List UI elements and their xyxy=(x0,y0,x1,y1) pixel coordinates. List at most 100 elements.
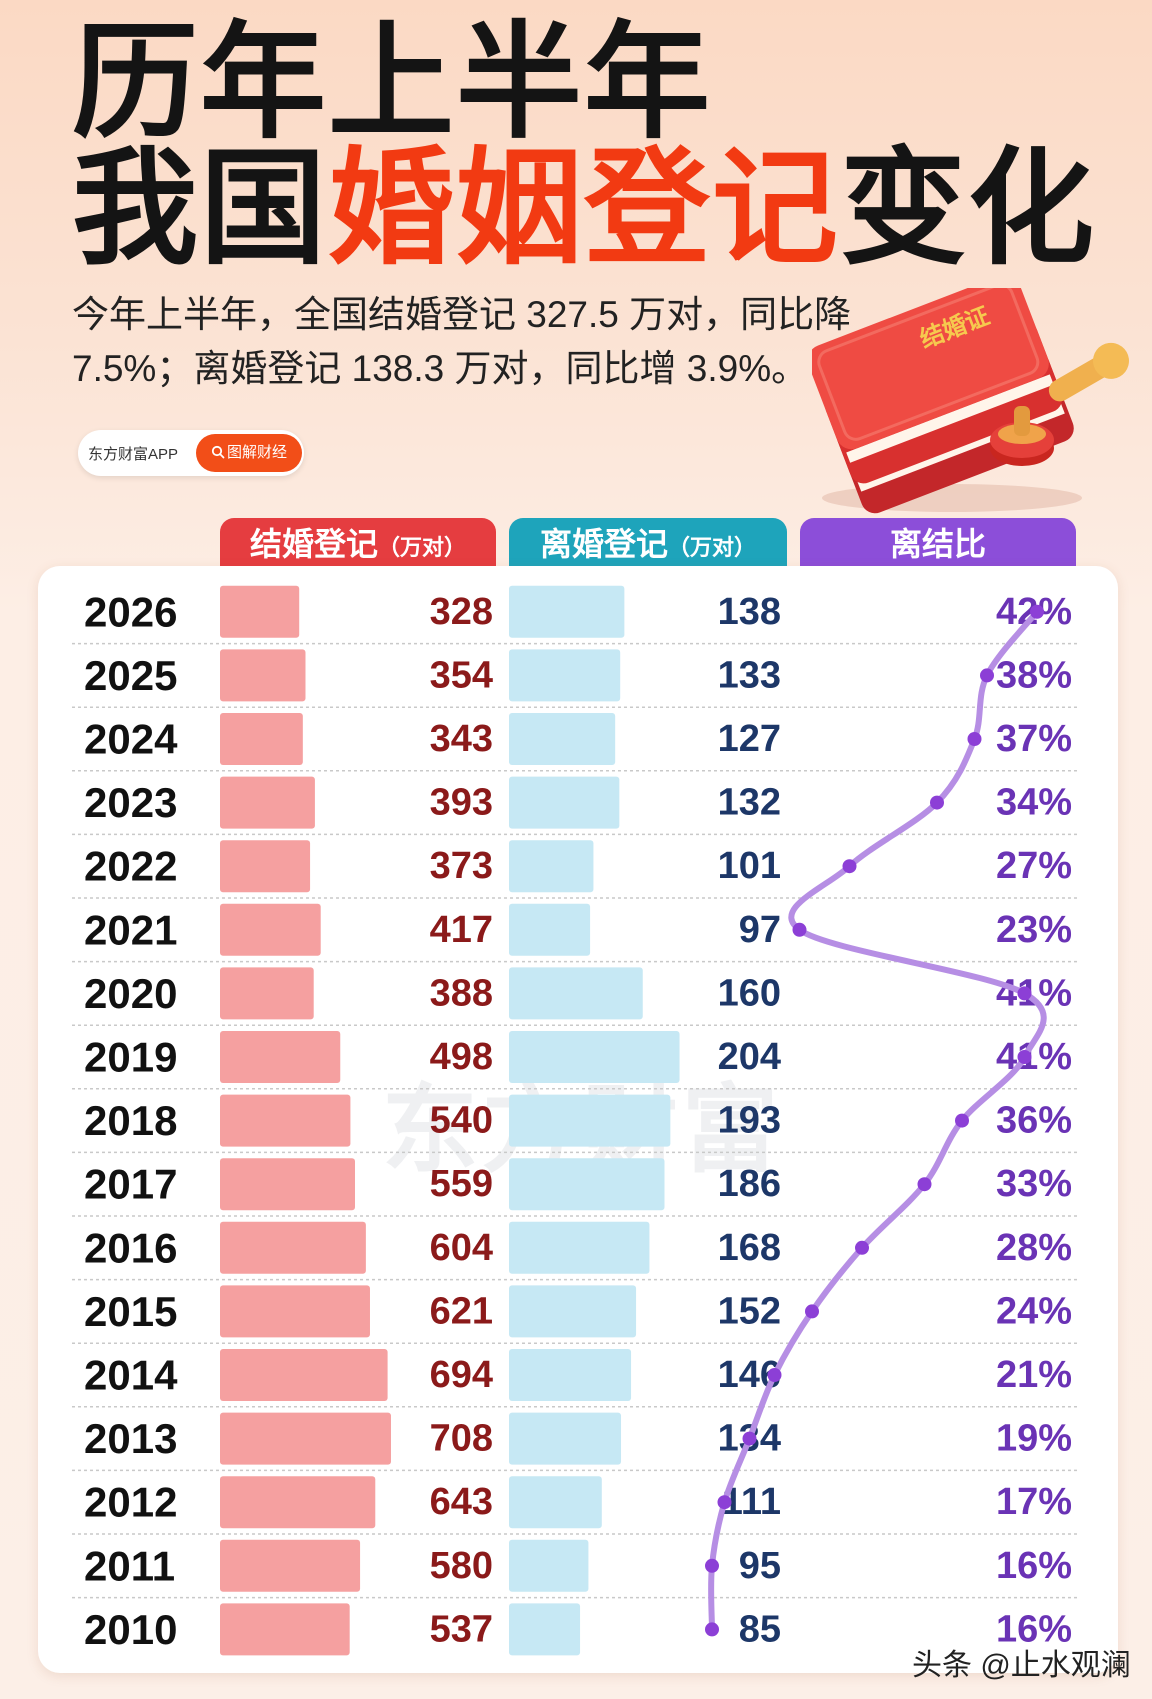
ratio-point xyxy=(705,1558,719,1573)
year-label: 2016 xyxy=(84,1224,177,1271)
divorce-value: 132 xyxy=(718,782,781,824)
year-label: 2024 xyxy=(84,716,178,763)
header-marriage-unit: （万对） xyxy=(378,535,467,560)
divorce-bar xyxy=(509,1031,680,1083)
ratio-point xyxy=(1017,986,1032,1001)
divorce-value: 97 xyxy=(739,909,781,951)
header-divorce-unit: （万对） xyxy=(668,535,757,560)
ratio-point xyxy=(980,668,994,683)
ratio-label: 21% xyxy=(996,1354,1072,1396)
marriage-value: 373 xyxy=(430,845,493,887)
ratio-point xyxy=(705,1622,719,1637)
header-marriage: 结婚登记（万对） xyxy=(220,518,496,570)
divorce-bar xyxy=(509,840,594,893)
ratio-label: 36% xyxy=(996,1100,1072,1142)
ratio-point xyxy=(917,1177,932,1192)
marriage-value: 694 xyxy=(430,1354,493,1396)
ratio-point xyxy=(792,922,807,937)
marriage-value: 604 xyxy=(430,1227,493,1269)
divorce-value: 160 xyxy=(718,972,781,1014)
divorce-value: 204 xyxy=(718,1036,781,1078)
marriage-value: 537 xyxy=(430,1608,493,1650)
divorce-bar xyxy=(509,1476,602,1529)
ratio-label: 27% xyxy=(996,845,1072,887)
ratio-label: 41% xyxy=(996,972,1072,1014)
marriage-value: 559 xyxy=(430,1163,493,1205)
header-marriage-label: 结婚登记 xyxy=(249,526,378,562)
ratio-point xyxy=(842,859,857,874)
divorce-bar xyxy=(509,1221,650,1274)
marriage-bar xyxy=(220,1539,361,1592)
marriage-bar xyxy=(220,1476,376,1529)
brand-name: 东方财富APP xyxy=(88,446,179,463)
ratio-label: 17% xyxy=(996,1481,1072,1523)
year-label: 2010 xyxy=(84,1606,177,1653)
page-title-line-2: 我国婚姻登记变化 xyxy=(72,146,1096,272)
ratio-point xyxy=(717,1495,732,1510)
year-label: 2015 xyxy=(84,1288,177,1335)
ratio-label: 16% xyxy=(996,1608,1072,1650)
year-label: 2022 xyxy=(84,843,177,890)
marriage-bar xyxy=(220,1603,350,1656)
marriage-value: 393 xyxy=(430,782,493,824)
title-prefix: 我国 xyxy=(72,138,328,279)
marriage-value: 354 xyxy=(430,654,493,696)
divorce-bar xyxy=(509,1349,632,1401)
year-label: 2017 xyxy=(84,1161,177,1208)
marriage-certificate-illustration: 结婚证 xyxy=(812,288,1129,514)
ratio-label: 19% xyxy=(996,1418,1072,1460)
title-accent: 婚姻登记 xyxy=(328,138,840,279)
year-label: 2026 xyxy=(84,588,177,635)
marriage-value: 498 xyxy=(430,1036,493,1078)
divorce-bar xyxy=(509,903,591,956)
marriage-value: 708 xyxy=(430,1418,493,1460)
divorce-bar xyxy=(509,967,643,1020)
marriage-bar xyxy=(220,1285,370,1338)
divorce-value: 101 xyxy=(718,845,781,887)
ratio-point xyxy=(930,795,944,810)
brand-pill[interactable]: 东方财富APP 图解财经 xyxy=(78,430,304,476)
marriage-bar xyxy=(220,776,315,829)
ratio-point xyxy=(742,1431,757,1446)
divorce-value: 95 xyxy=(739,1545,781,1587)
year-label: 2014 xyxy=(84,1352,178,1399)
ratio-label: 33% xyxy=(996,1163,1072,1205)
divorce-bar xyxy=(509,713,616,765)
divorce-bar xyxy=(509,649,621,702)
year-label: 2019 xyxy=(84,1034,177,1081)
marriage-value: 540 xyxy=(430,1100,493,1142)
search-icon xyxy=(211,445,225,459)
year-label: 2023 xyxy=(84,779,177,826)
marriage-value: 388 xyxy=(430,972,493,1014)
brand-tag-label: 图解财经 xyxy=(226,444,287,461)
ratio-point xyxy=(767,1368,782,1382)
divorce-bar xyxy=(509,1412,622,1465)
ratio-point xyxy=(805,1304,819,1319)
ratio-point xyxy=(967,732,982,746)
marriage-bar xyxy=(220,649,306,702)
divorce-value: 138 xyxy=(718,591,781,633)
ratio-point xyxy=(955,1113,969,1128)
marriage-bar xyxy=(220,585,300,638)
divorce-value: 85 xyxy=(739,1608,781,1650)
subtitle: 今年上半年，全国结婚登记 327.5 万对，同比降 7.5%；离婚登记 138.… xyxy=(72,294,852,389)
marriage-bar xyxy=(220,1094,351,1147)
header-ratio: 离结比 xyxy=(800,518,1076,570)
divorce-value: 193 xyxy=(718,1100,781,1142)
ratio-label: 16% xyxy=(996,1545,1072,1587)
marriage-value: 643 xyxy=(430,1481,493,1523)
divorce-value: 168 xyxy=(718,1227,781,1269)
ratio-label: 38% xyxy=(996,654,1072,696)
marriage-value: 417 xyxy=(430,909,493,951)
marriage-value: 328 xyxy=(430,591,493,633)
divorce-bar xyxy=(509,1539,589,1592)
credit: 头条 @止水观澜 xyxy=(912,1649,1131,1682)
ratio-label: 28% xyxy=(996,1227,1072,1269)
brand-tag[interactable]: 图解财经 xyxy=(196,434,302,472)
ratio-point xyxy=(1030,604,1044,619)
ratio-label: 24% xyxy=(996,1290,1072,1332)
ratio-label: 34% xyxy=(996,782,1072,824)
year-label: 2012 xyxy=(84,1479,177,1526)
marriage-bar xyxy=(220,967,314,1020)
divorce-bar xyxy=(509,1285,637,1338)
